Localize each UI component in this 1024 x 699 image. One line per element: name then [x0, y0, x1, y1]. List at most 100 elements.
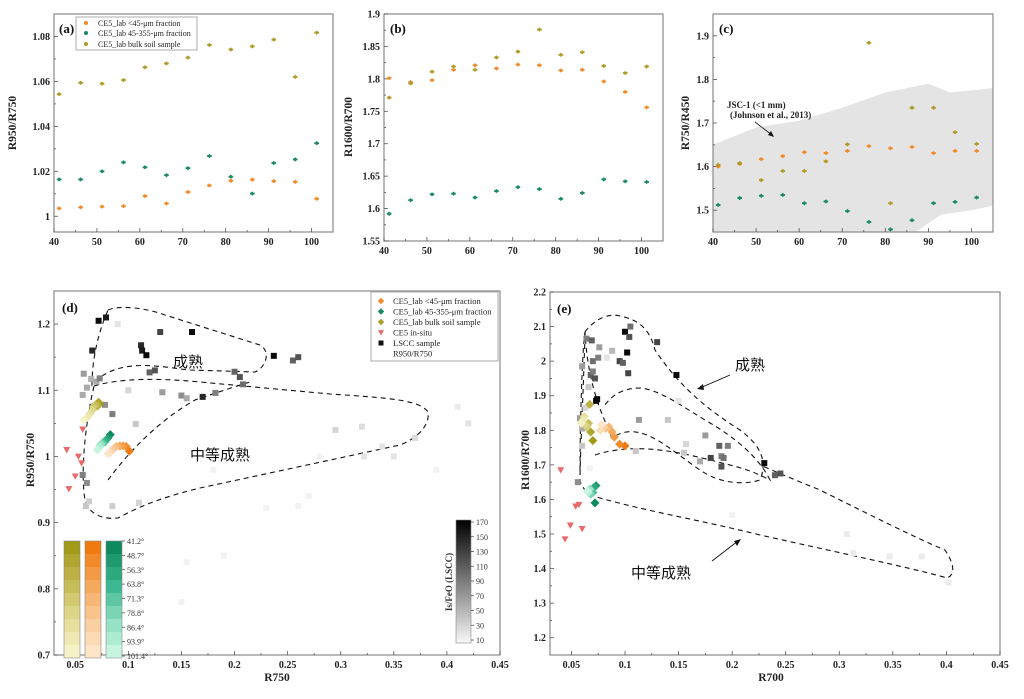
lscc-point	[178, 599, 185, 606]
mature-label-e: 成熟	[735, 356, 765, 374]
lscc-point	[236, 374, 243, 381]
panel-e-xtick-label: 0.25	[777, 660, 795, 671]
phase-colorbar-label: 86.4°	[127, 623, 144, 632]
phase-colorbar-frame	[105, 540, 123, 659]
lscc-point	[664, 416, 671, 423]
legend-text-bulk: CE5_lab bulk soil sample	[98, 40, 181, 49]
panel-a-xtick-label: 40	[49, 237, 59, 248]
phase-colorbar-cell	[85, 593, 101, 606]
panel-c-point-series1-bar	[780, 194, 786, 196]
jsc1-annotation-line2: (Johnson et al., 2013)	[730, 110, 811, 120]
panel-e-ticks: 0.05 0.1 0.15 0.2 0.25 0.3 0.35 0.4 0.45 1.2 1.3 1.…	[534, 288, 1009, 672]
panel-c-point-series2-bar	[952, 131, 958, 134]
panel-c-point-series0-bar	[845, 150, 850, 152]
panel-a-point-series1-bar	[207, 155, 212, 157]
lscc-point	[729, 511, 736, 518]
panel-b-ytick-label: 1.6	[368, 204, 381, 215]
lscc-point	[139, 347, 146, 354]
panel-b-point-series2-bar	[601, 64, 607, 67]
phase-colorbar-cell	[85, 632, 101, 645]
panel-a-point-series0-bar	[228, 179, 234, 182]
phase-colorbar-cell	[85, 645, 101, 658]
panel-c-point-series1-bar	[909, 219, 915, 222]
lscc-point	[635, 416, 642, 423]
panel-c-chart: 40 50 60 70 80 90 100 1.5 1.6 1.7 1.8 1.9 (c) R750/…	[680, 13, 994, 248]
lscc-point	[93, 378, 100, 385]
lscc-point	[609, 347, 616, 354]
panel-e-ytick-label: 2	[541, 357, 546, 368]
legend-marker-fine	[84, 21, 88, 25]
panel-a-xtick-label: 90	[264, 237, 274, 248]
panel-c-ytick-label: 1.8	[697, 75, 710, 86]
panel-b-point-series1-bar	[558, 197, 564, 200]
panel-d-ticks: 0.05 0.1 0.15 0.2 0.25 0.3 0.35 0.4 0.45 0.7 0.8 0.…	[38, 320, 509, 671]
lscc-point	[96, 375, 103, 382]
panel-c-point-series0-bar	[909, 146, 915, 148]
panel-e-xtick-label: 0.4	[940, 660, 953, 671]
phase-colorbar-cell	[64, 567, 80, 580]
panel-c-point-series1-bar	[823, 200, 829, 203]
panel-a-point-series1-bar	[142, 166, 148, 169]
phase-angle-colorbars: 41.2° 48.7° 56.3° 63.8° 71.3° 78.8° 86.4° 93.9°…	[63, 537, 148, 661]
panel-c-point-series1-bar	[802, 202, 807, 205]
lscc-point	[220, 552, 227, 559]
lscc-point	[178, 392, 185, 399]
insitu-point	[566, 522, 574, 529]
lscc-point	[114, 321, 121, 328]
panel-e-ytick-label: 1.5	[534, 530, 547, 541]
panel-a-point-series0-bar	[78, 206, 83, 209]
lscc-point	[143, 352, 150, 359]
panel-e-ylabel: R1600/R700	[520, 430, 532, 490]
panel-b-label: (b)	[390, 21, 406, 36]
panel-c-xtick-label: 100	[964, 237, 979, 248]
panel-c-point-series0-bar	[888, 147, 893, 150]
panel-e-xtick-label: 0.1	[619, 660, 632, 671]
lscc-point	[697, 458, 703, 465]
panel-a-point-series1-bar	[250, 192, 255, 195]
phase-colorbar-frame	[84, 540, 102, 659]
phase-colorbar-cell	[106, 606, 122, 619]
panel-a-point-series1-bar	[314, 142, 319, 145]
panel-b-point-series2-bar	[451, 65, 456, 68]
ce5-coarse-point	[93, 445, 103, 455]
lscc-point	[132, 421, 139, 428]
panel-c-point-series0-bar	[931, 152, 936, 154]
lscc-point	[95, 317, 102, 324]
panel-a-legend-box	[75, 16, 198, 51]
legend-text-2: CE5_lab bulk soil sample	[393, 317, 481, 327]
panel-c-point-series2-bar	[737, 162, 743, 165]
panel-a-point-series2-bar	[207, 44, 212, 46]
panel-e-ytick-label: 1.3	[534, 599, 547, 610]
panel-b-point-series0-bar	[494, 67, 499, 70]
ifeo-colorbar-label: 130	[476, 548, 488, 557]
lscc-point	[594, 396, 601, 403]
panel-b-ytick-label: 1.75	[363, 107, 381, 118]
panel-b-point-series0-bar	[601, 80, 607, 83]
panel-d-legend-box	[370, 291, 499, 362]
jsc1-arrow-head	[768, 131, 774, 137]
panel-b-point-series1-bar	[580, 192, 585, 194]
panel-a-point-series0-bar	[185, 191, 191, 193]
ce5-bulk-point	[576, 418, 586, 428]
phase-colorbar-cell	[106, 619, 122, 632]
panel-c-xtick-label: 80	[880, 237, 890, 248]
ce5-fine-point	[103, 449, 113, 459]
panel-e-ytick-label: 1.7	[534, 460, 547, 471]
panel-e-xtick-label: 0.35	[884, 660, 902, 671]
ifeo-colorbar-label: 110	[476, 562, 488, 571]
lscc-point	[125, 387, 132, 394]
lscc-point	[577, 415, 583, 422]
insitu-point	[557, 467, 565, 474]
panel-d-xtick-label: 0.4	[441, 660, 454, 671]
panel-d-label: (d)	[62, 300, 78, 315]
panel-b-xtick-label: 70	[508, 246, 518, 257]
legend-marker-3	[378, 330, 384, 336]
panel-b-xtick-label: 50	[422, 246, 432, 257]
lscc-point	[579, 425, 586, 432]
lscc-point	[151, 367, 158, 374]
panel-b-xtick-label: 100	[634, 246, 649, 257]
ifeo-colorbar-label: 150	[476, 533, 488, 542]
lscc-point	[619, 359, 626, 366]
lscc-point	[683, 441, 690, 448]
phase-colorbar-cell	[106, 541, 122, 554]
